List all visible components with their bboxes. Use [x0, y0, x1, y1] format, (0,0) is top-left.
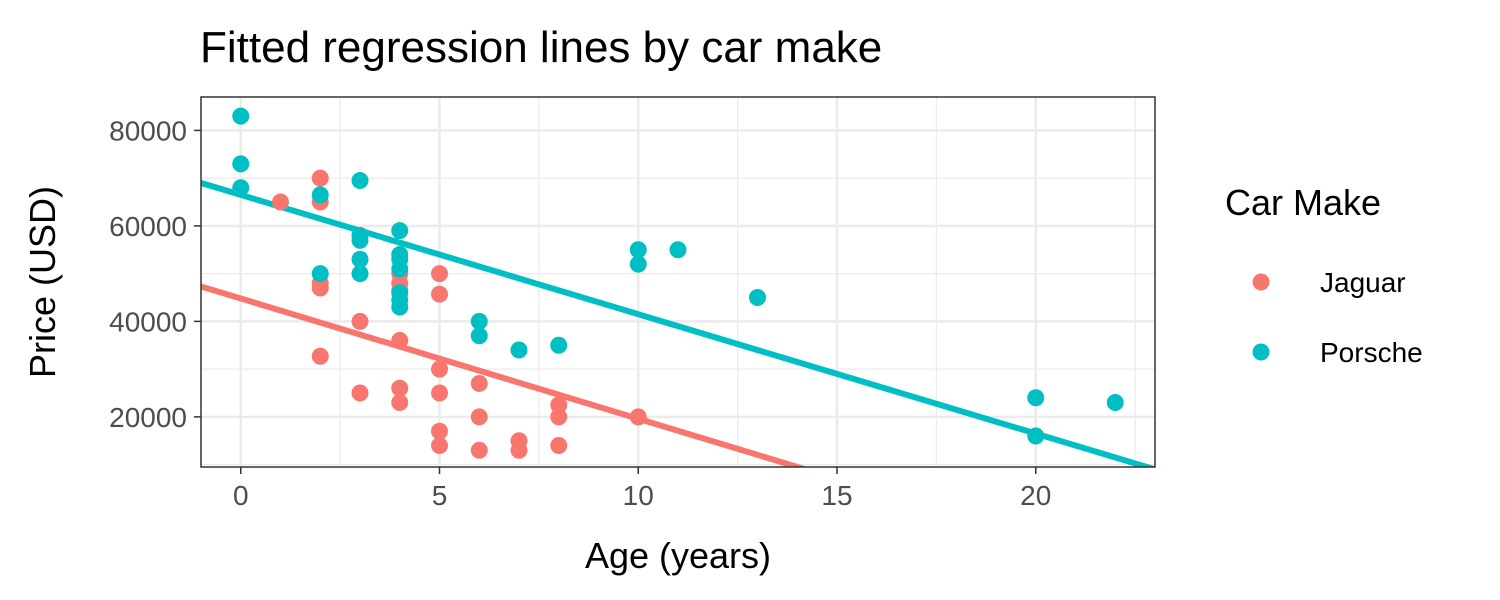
y-tick-label: 80000 [109, 115, 187, 146]
legend-title: Car Make [1225, 182, 1381, 223]
data-point-jaguar [272, 193, 289, 211]
x-tick-label: 5 [432, 480, 448, 511]
x-tick-label: 0 [233, 480, 249, 511]
data-point-porsche [311, 186, 329, 204]
data-point-porsche [1027, 389, 1045, 407]
data-point-jaguar [431, 285, 448, 303]
x-tick-label: 15 [821, 480, 852, 511]
data-point-jaguar [311, 347, 329, 365]
data-point-jaguar [431, 384, 448, 402]
data-point-jaguar [431, 437, 448, 455]
data-point-jaguar [351, 312, 369, 330]
regression-line-jaguar [201, 283, 808, 467]
data-points [232, 107, 1124, 459]
x-axis-title: Age (years) [585, 535, 771, 576]
legend-item-jaguar: Jaguar [1252, 267, 1406, 298]
data-point-porsche [232, 107, 250, 125]
data-point-porsche [311, 265, 329, 283]
data-point-jaguar [470, 408, 488, 426]
data-point-porsche [749, 289, 766, 307]
data-point-porsche [391, 260, 409, 278]
y-tick-label: 40000 [109, 306, 187, 337]
data-point-jaguar [431, 422, 448, 440]
data-point-porsche [351, 250, 369, 268]
x-axis: 0 5 10 15 20 [233, 467, 1051, 511]
legend-label: Jaguar [1320, 267, 1406, 298]
data-point-porsche [391, 222, 409, 240]
data-point-jaguar [311, 279, 329, 297]
data-point-porsche [232, 155, 250, 173]
data-point-jaguar [629, 408, 647, 426]
legend-key-porsche [1252, 343, 1270, 361]
data-point-porsche [669, 241, 687, 259]
data-point-porsche [391, 298, 409, 316]
data-point-jaguar [391, 394, 409, 412]
y-axis: 20000 40000 60000 80000 [109, 115, 201, 433]
panel-border [200, 96, 1156, 468]
data-point-porsche [629, 255, 647, 273]
data-point-porsche [232, 179, 250, 197]
y-axis-title: Price (USD) [22, 186, 63, 378]
x-tick-label: 20 [1020, 480, 1051, 511]
legend-item-porsche: Porsche [1252, 337, 1423, 368]
y-tick-label: 60000 [109, 211, 187, 242]
data-point-porsche [629, 241, 647, 259]
data-point-jaguar [311, 169, 329, 187]
plot-panel [200, 96, 1156, 468]
data-point-porsche [351, 172, 369, 190]
data-point-jaguar [431, 360, 448, 378]
data-point-porsche [470, 312, 488, 330]
data-point-porsche [510, 341, 528, 359]
legend-key-jaguar [1252, 273, 1270, 291]
data-point-jaguar [550, 437, 568, 455]
data-point-jaguar [550, 408, 568, 426]
data-point-porsche [351, 265, 369, 283]
chart-title: Fitted regression lines by car make [200, 23, 882, 72]
data-point-jaguar [470, 441, 488, 459]
data-point-porsche [470, 327, 488, 345]
data-point-jaguar [351, 384, 369, 402]
legend: Car Make Jaguar Porsche [1225, 182, 1423, 368]
data-point-jaguar [470, 374, 488, 392]
legend-items: Jaguar Porsche [1252, 267, 1423, 368]
data-point-jaguar [510, 441, 528, 459]
data-point-jaguar [391, 331, 409, 349]
legend-label: Porsche [1320, 337, 1423, 368]
data-point-jaguar [391, 379, 409, 397]
data-point-jaguar [431, 265, 448, 283]
data-point-porsche [351, 231, 369, 249]
panel-background [201, 97, 1155, 467]
data-point-porsche [1027, 427, 1045, 445]
x-tick-label: 10 [623, 480, 654, 511]
data-point-porsche [1106, 394, 1124, 412]
y-tick-label: 20000 [109, 402, 187, 433]
data-point-porsche [550, 336, 568, 354]
data-point-jaguar [550, 396, 568, 414]
